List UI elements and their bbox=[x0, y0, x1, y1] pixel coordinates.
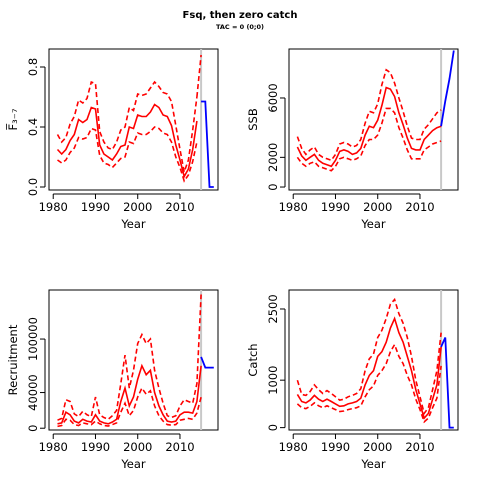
catch-x-tick-label: 2000 bbox=[363, 440, 392, 454]
ssb-plot-frame bbox=[288, 48, 459, 191]
fbar-x-axis-label: Year bbox=[120, 217, 146, 231]
fbar-y-axis-label: F̅₃₋₇ bbox=[5, 108, 20, 130]
recruitment-x-tick-label: 2010 bbox=[165, 440, 194, 454]
ssb-x-tick-label: 2000 bbox=[363, 200, 392, 214]
catch-median-line bbox=[296, 316, 442, 420]
recruitment-panel: 1980 1990 2000 2010 Year 0 40000 100000 Recruitm… bbox=[6, 289, 219, 471]
fbar-x-tick-label: 1990 bbox=[81, 200, 110, 214]
fbar-lower-line bbox=[57, 126, 198, 183]
ssb-y-axis-label: SSB bbox=[246, 108, 260, 131]
ssb-y-tick-label: 2000 bbox=[266, 143, 280, 172]
fbar-panel: 1980 1990 2000 2010 Year 0.0 0.4 0.8 F̅₃₋₇ bbox=[5, 48, 219, 231]
ssb-panel: 1980 1990 2000 2010 Year 0 2000 6000 SSB bbox=[246, 48, 459, 231]
fbar-y-tick-label: 0.4 bbox=[26, 118, 40, 136]
recruitment-upper-line bbox=[57, 294, 202, 421]
catch-x-tick-label: 1980 bbox=[279, 440, 308, 454]
ssb-median-line bbox=[296, 86, 442, 168]
recruitment-plot-frame bbox=[48, 289, 219, 431]
fbar-y-tick-label: 0.0 bbox=[26, 178, 40, 196]
recruitment-median-line bbox=[57, 363, 202, 425]
catch-upper-line bbox=[296, 297, 442, 416]
ssb-x-tick-label: 1980 bbox=[279, 200, 308, 214]
fbar-x-tick-label: 1980 bbox=[39, 200, 68, 214]
fbar-median-line bbox=[56, 103, 198, 179]
figure-subtitle: TAC = 0 (0;0) bbox=[215, 23, 265, 31]
ssb-y-tick-label: 0 bbox=[266, 183, 280, 190]
fbar-x-tick-label: 2010 bbox=[165, 200, 194, 214]
catch-plot-frame bbox=[288, 289, 459, 431]
fbar-plot-frame bbox=[48, 48, 219, 191]
fbar-x-tick-label: 2000 bbox=[123, 200, 152, 214]
catch-x-tick-label: 1990 bbox=[321, 440, 350, 454]
ssb-y-tick-label: 6000 bbox=[266, 83, 280, 112]
catch-panel: 1980 1990 2000 2010 Year 0 1000 2500 Catch bbox=[246, 289, 459, 471]
catch-lower-line bbox=[296, 342, 442, 424]
recruitment-lower-line bbox=[57, 386, 202, 428]
recruitment-y-axis-label: Recruitment bbox=[6, 324, 20, 395]
ssb-x-tick-label: 1990 bbox=[321, 200, 350, 214]
fbar-upper-line bbox=[56, 80, 198, 176]
recruitment-y-tick-label: 100000 bbox=[26, 317, 40, 361]
catch-x-axis-label: Year bbox=[360, 457, 386, 471]
catch-y-tick-label: 2500 bbox=[266, 294, 280, 323]
fbar-y-tick-label: 0.8 bbox=[26, 58, 40, 76]
catch-y-tick-label: 1000 bbox=[266, 366, 280, 395]
ssb-projection-line bbox=[440, 50, 455, 127]
recruitment-y-tick-label: 0 bbox=[26, 425, 40, 432]
recruitment-x-axis-label: Year bbox=[120, 457, 146, 471]
catch-x-tick-label: 2010 bbox=[405, 440, 434, 454]
ssb-upper-line bbox=[296, 68, 442, 162]
ssb-x-axis-label: Year bbox=[360, 217, 386, 231]
ssb-x-tick-label: 2010 bbox=[405, 200, 434, 214]
fbar-upper-tail-line bbox=[196, 54, 202, 98]
recruitment-projection-line bbox=[200, 356, 214, 369]
catch-projection-line bbox=[440, 337, 454, 429]
recruitment-x-tick-label: 2000 bbox=[123, 440, 152, 454]
recruitment-x-tick-label: 1990 bbox=[81, 440, 110, 454]
figure-title: Fsq, then zero catch bbox=[182, 10, 298, 21]
catch-y-axis-label: Catch bbox=[246, 343, 260, 376]
fbar-projection-line bbox=[201, 100, 214, 188]
recruitment-x-tick-label: 1980 bbox=[39, 440, 68, 454]
recruitment-y-tick-label: 40000 bbox=[26, 374, 40, 411]
catch-y-tick-label: 0 bbox=[266, 424, 280, 431]
ssb-lower-line bbox=[296, 107, 442, 172]
